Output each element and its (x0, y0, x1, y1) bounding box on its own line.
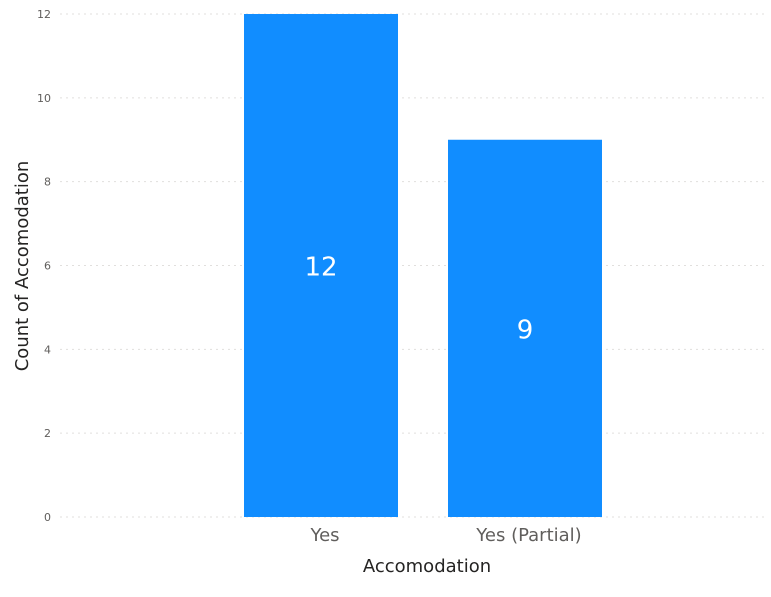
y-axis-ticks: 0 2 4 6 8 10 12 (37, 8, 51, 524)
y-tick-label: 0 (44, 511, 51, 524)
y-axis-title: Count of Accomodation (12, 161, 33, 372)
bar-data-label: 9 (517, 315, 534, 345)
y-tick-label: 12 (37, 8, 51, 21)
y-tick-label: 4 (44, 343, 51, 356)
y-tick-label: 8 (44, 176, 51, 189)
bar[interactable] (448, 139, 602, 517)
y-tick-label: 2 (44, 427, 51, 440)
gridlines (60, 13, 765, 518)
x-axis-title: Accomodation (363, 556, 491, 577)
y-tick-label: 6 (44, 260, 51, 273)
x-axis-ticks: Yes Yes (Partial) (309, 525, 581, 546)
bar[interactable] (244, 14, 398, 517)
y-tick-label: 10 (37, 92, 51, 105)
bars: 12 9 (244, 14, 602, 517)
x-tick-label: Yes (Partial) (475, 525, 581, 546)
x-tick-label: Yes (309, 525, 339, 546)
bar-data-label: 12 (304, 253, 337, 283)
